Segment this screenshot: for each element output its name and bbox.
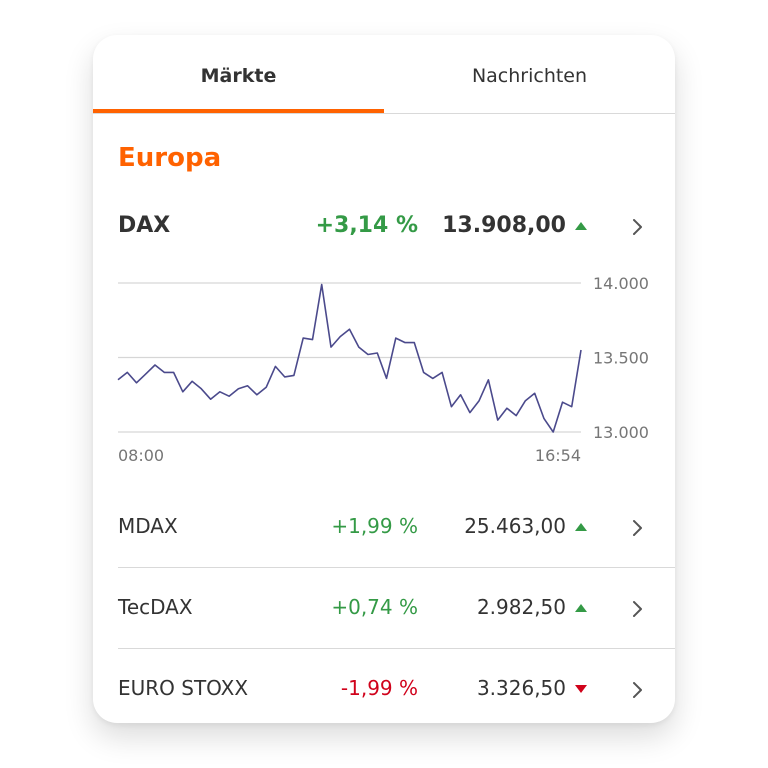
market-name: EURO STOXX: [118, 676, 249, 700]
market-price: 25.463,00: [464, 514, 566, 538]
chevron-right-icon[interactable]: [631, 518, 645, 538]
y-tick-label: 13.500: [593, 349, 649, 368]
market-name: TecDAX: [118, 595, 193, 619]
market-name: DAX: [118, 213, 171, 238]
chevron-right-icon[interactable]: [631, 217, 645, 237]
market-name: MDAX: [118, 514, 178, 538]
section-title: Europa: [118, 143, 222, 173]
dax-intraday-chart: 14.000 13.500 13.000 08:00 16:54: [93, 265, 675, 505]
tab-nachrichten[interactable]: Nachrichten: [471, 65, 588, 87]
market-price: 13.908,00: [442, 213, 566, 238]
market-row-tecdax[interactable]: TecDAX +0,74 % 2.982,50: [93, 568, 675, 649]
market-row-dax[interactable]: DAX +3,14 % 13.908,00: [93, 205, 675, 245]
dax-price-series-line: [117, 283, 582, 433]
market-price: 2.982,50: [476, 595, 566, 619]
line-chart: 14.000 13.500 13.000 08:00 16:54: [117, 274, 649, 465]
row-divider: [118, 567, 675, 568]
tab-bar: Märkte Nachrichten: [93, 35, 675, 114]
chevron-right-icon[interactable]: [631, 599, 645, 619]
market-change: +0,74 %: [331, 595, 418, 619]
market-change: +1,99 %: [331, 514, 418, 538]
chevron-right-icon[interactable]: [631, 680, 645, 700]
up-triangle-icon: [575, 523, 587, 531]
market-change: +3,14 %: [315, 213, 418, 238]
x-tick-label-start: 08:00: [118, 446, 164, 465]
x-tick-label-end: 16:54: [535, 446, 581, 465]
row-divider: [118, 648, 675, 649]
market-overview-card: Märkte Nachrichten Europa DAX +3,14 % 13…: [93, 35, 675, 723]
active-tab-indicator: [93, 109, 384, 113]
tab-maerkte[interactable]: Märkte: [200, 65, 277, 87]
market-row-euro-stoxx[interactable]: EURO STOXX -1,99 % 3.326,50: [93, 649, 675, 723]
up-triangle-icon: [575, 604, 587, 612]
y-tick-label: 14.000: [593, 274, 649, 293]
up-triangle-icon: [575, 222, 587, 230]
down-triangle-icon: [575, 685, 587, 693]
market-change: -1,99 %: [340, 676, 418, 700]
market-price: 3.326,50: [476, 676, 566, 700]
market-row-mdax[interactable]: MDAX +1,99 % 25.463,00: [93, 487, 675, 568]
y-tick-label: 13.000: [593, 423, 649, 442]
